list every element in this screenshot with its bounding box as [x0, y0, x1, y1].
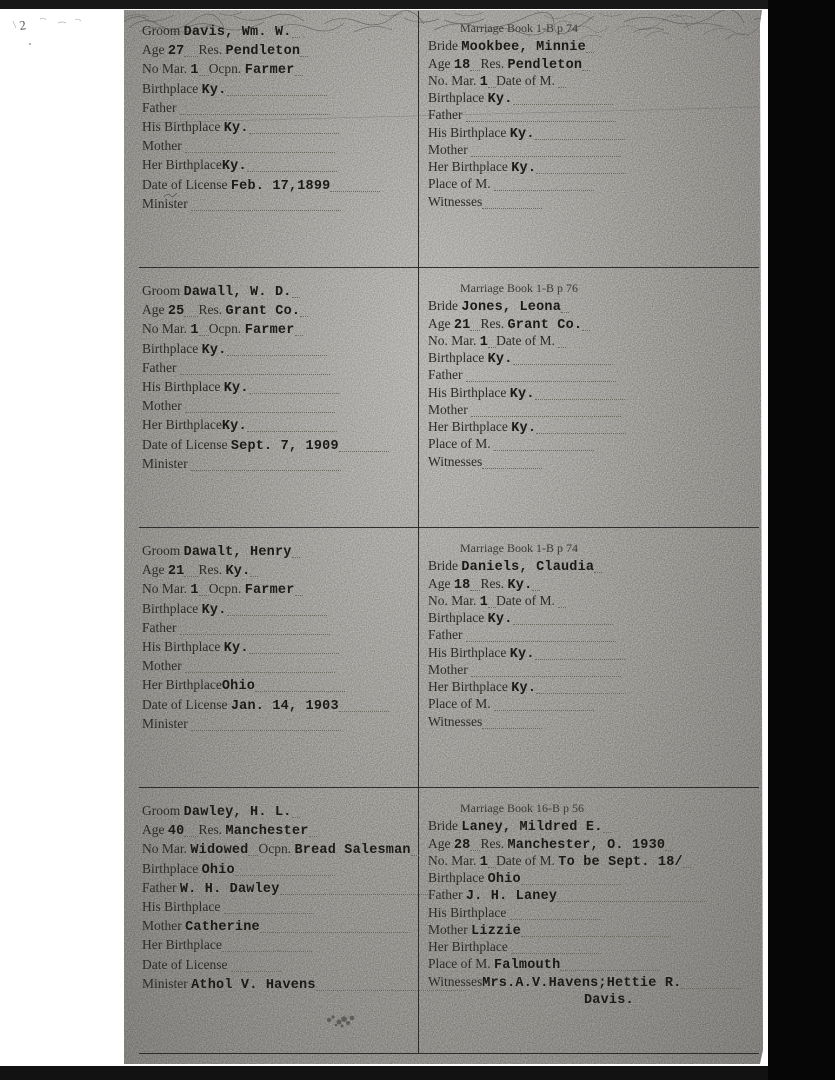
svg-text:2: 2	[18, 17, 27, 33]
